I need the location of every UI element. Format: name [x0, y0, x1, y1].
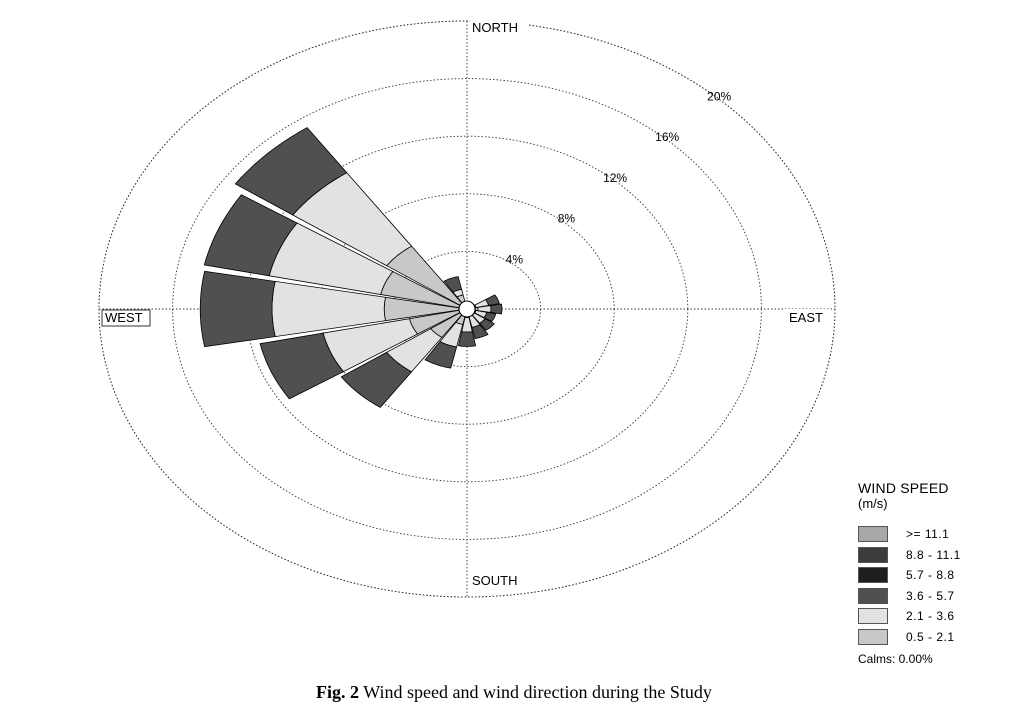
- ring-label: 16%: [655, 130, 679, 144]
- legend-label: 3.6 - 5.7: [906, 588, 955, 603]
- petal-segment: [489, 303, 503, 315]
- petal-segment: [259, 332, 345, 400]
- ring-label: 8%: [558, 212, 576, 226]
- petal-segment: [203, 194, 298, 277]
- petal-segment: [443, 276, 463, 293]
- legend-label: 2.1 - 3.6: [906, 609, 955, 624]
- ring-label: 4%: [506, 252, 524, 266]
- legend: WIND SPEED (m/s) >= 11.1 8.8 - 11.1 5.7 …: [858, 480, 1018, 666]
- east-label-bg: [785, 309, 831, 326]
- petal-segment: [340, 351, 413, 408]
- legend-item: 5.7 - 8.8: [858, 565, 1018, 586]
- south-label-bg: [470, 572, 528, 589]
- figure-caption-text: Wind speed and wind direction during the…: [359, 682, 712, 702]
- petal-segment: [457, 331, 477, 347]
- legend-item: 0.5 - 2.1: [858, 627, 1018, 648]
- ring-label: 12%: [603, 171, 627, 185]
- figure-number: Fig. 2: [316, 682, 360, 702]
- wind-petals: [199, 127, 503, 408]
- petal-segment: [471, 324, 489, 340]
- east-label: EAST: [789, 310, 823, 325]
- petal-segment: [478, 318, 495, 331]
- legend-item: 8.8 - 11.1: [858, 545, 1018, 566]
- legend-label: >= 11.1: [906, 527, 950, 542]
- petal-segment: [424, 341, 458, 369]
- legend-item: >= 11.1: [858, 524, 1018, 545]
- petal-segment: [234, 127, 348, 216]
- ring-labels: 4% 8% 12% 16% 20%: [506, 89, 732, 266]
- petal-segment: [483, 311, 497, 322]
- legend-swatch: [858, 608, 888, 625]
- legend-swatch: [858, 567, 888, 584]
- legend-title: WIND SPEED: [858, 480, 949, 496]
- north-label-bg: [470, 19, 528, 36]
- legend-label: 0.5 - 2.1: [906, 629, 955, 644]
- legend-label: 5.7 - 8.8: [906, 568, 955, 583]
- legend-unit: (m/s): [858, 496, 888, 511]
- legend-item: 2.1 - 3.6: [858, 606, 1018, 627]
- petal-segment: [199, 270, 276, 348]
- legend-item: 3.6 - 5.7: [858, 586, 1018, 607]
- legend-swatch: [858, 587, 888, 604]
- south-label: SOUTH: [472, 573, 518, 588]
- north-label: NORTH: [472, 20, 518, 35]
- legend-swatch: [858, 526, 888, 543]
- legend-swatch: [858, 546, 888, 563]
- legend-swatch: [858, 628, 888, 645]
- figure-caption: Fig. 2 Wind speed and wind direction dur…: [0, 682, 1028, 703]
- west-label-bg: [101, 309, 151, 327]
- calm-center-circle: [458, 300, 476, 318]
- west-label: WEST: [105, 310, 143, 325]
- legend-label: 8.8 - 11.1: [906, 547, 961, 562]
- ring-label: 20%: [707, 89, 731, 103]
- petal-segment: [484, 294, 500, 306]
- calms-note: Calms: 0.00%: [858, 652, 933, 666]
